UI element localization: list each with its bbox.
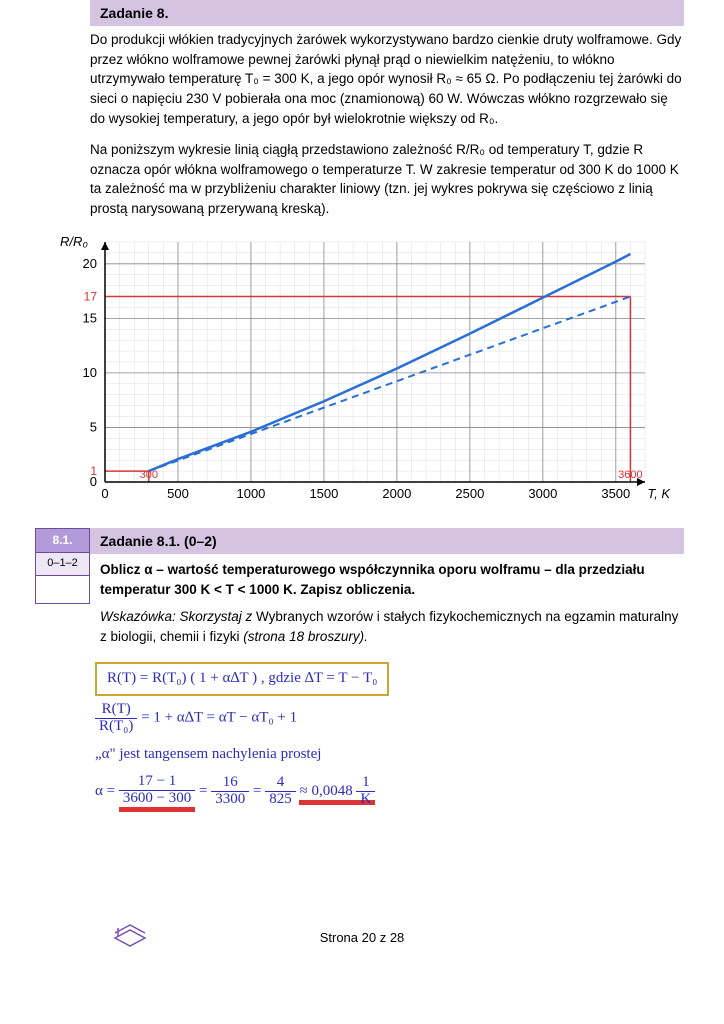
empty-box	[35, 576, 90, 604]
hand-alpha-eq: α =	[95, 783, 119, 799]
svg-text:5: 5	[90, 420, 97, 435]
svg-text:0: 0	[101, 486, 108, 501]
svg-text:300: 300	[140, 469, 158, 481]
svg-text:3500: 3500	[601, 486, 630, 501]
svg-text:15: 15	[83, 311, 97, 326]
page-number: Strona 20 z 28	[320, 930, 405, 945]
task-81-hint: Wskazówka: Skorzystaj z Wybranych wzorów…	[100, 607, 684, 646]
footer-icon	[110, 918, 150, 954]
svg-text:1: 1	[90, 464, 97, 478]
hand-frac-lhs: R(T) R(T₀)	[95, 702, 137, 735]
frac-num: 4	[265, 775, 296, 792]
task-tag: 8.1.	[35, 528, 90, 553]
frac-num: 17 − 1	[119, 774, 195, 791]
hint-prefix: Wskazówka: Skorzystaj z	[100, 609, 256, 624]
frac-num: 1	[356, 775, 375, 792]
eq: =	[253, 783, 265, 799]
frac-den: 3600 − 300	[119, 791, 195, 807]
hand-f3: 4 825	[265, 775, 296, 808]
page-footer: Strona 20 z 28	[0, 929, 724, 948]
task-8-p1: Do produkcji włókien tradycyjnych żarówe…	[90, 30, 684, 128]
task-8-header: Zadanie 8.	[90, 0, 684, 26]
frac-den: 825	[265, 792, 296, 808]
svg-text:T, K: T, K	[647, 486, 671, 501]
frac-den: K	[356, 792, 375, 808]
hand-line3: „α" jest tangensem nachylenia prostej	[95, 742, 684, 768]
svg-text:1500: 1500	[309, 486, 338, 501]
svg-text:10: 10	[83, 365, 97, 380]
hand-line2-rhs: = 1 + α∆T = αT − αT₀ + 1	[141, 710, 297, 726]
frac-den: 3300	[211, 792, 249, 808]
svg-text:1000: 1000	[236, 486, 265, 501]
task-8-p2: Na poniższym wykresie linią ciągłą przed…	[90, 140, 684, 218]
hand-f2: 16 3300	[211, 775, 249, 808]
frac-den: R(T₀)	[95, 719, 137, 735]
svg-text:3000: 3000	[528, 486, 557, 501]
svg-text:20: 20	[83, 256, 97, 271]
task-81-header: Zadanie 8.1. (0–2)	[90, 528, 684, 554]
chart: 050010001500200025003000350005101520T, K…	[55, 232, 684, 518]
approx: ≈ 0,0048	[299, 783, 356, 799]
hand-f1: 17 − 1 3600 − 300	[119, 774, 195, 810]
svg-text:2000: 2000	[382, 486, 411, 501]
frac-num: 16	[211, 775, 249, 792]
task-8-body: Do produkcji włókien tradycyjnych żarówe…	[90, 30, 684, 218]
svg-text:17: 17	[84, 290, 98, 304]
svg-text:500: 500	[167, 486, 189, 501]
eq: =	[199, 783, 211, 799]
frac-num: R(T)	[95, 702, 137, 719]
svg-text:2500: 2500	[455, 486, 484, 501]
hand-unit: 1 K	[356, 775, 375, 808]
side-column: 8.1. 0–1–2	[35, 528, 90, 655]
task-81-instruction: Oblicz α – wartość temperaturowego współ…	[100, 560, 684, 599]
hand-result: ≈ 0,0048 1 K	[299, 783, 375, 802]
handwriting: R(T) = R(T₀) ( 1 + α∆T ) , gdzie ∆T = T …	[95, 662, 684, 809]
hand-line1: R(T) = R(T₀) ( 1 + α∆T ) , gdzie ∆T = T …	[95, 662, 389, 696]
score-box: 0–1–2	[35, 553, 90, 576]
svg-text:R/R₀: R/R₀	[60, 234, 88, 249]
hint-suffix: (strona 18 broszury).	[243, 629, 368, 644]
svg-text:3600: 3600	[618, 469, 642, 481]
